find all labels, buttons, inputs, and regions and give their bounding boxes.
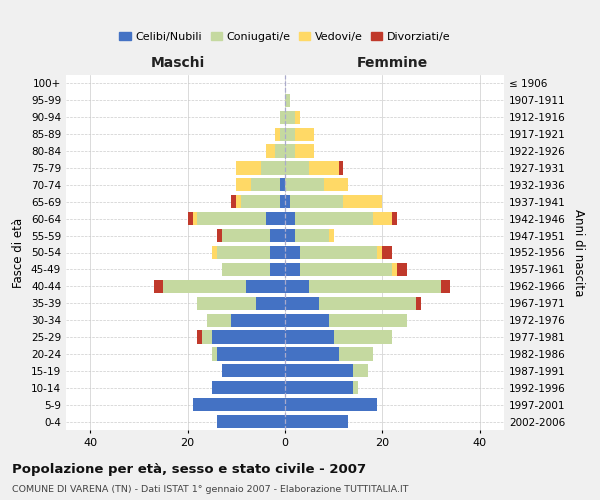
- Bar: [207, 314, 232, 326]
- Bar: [285, 348, 338, 360]
- Bar: [285, 110, 295, 124]
- Text: Popolazione per età, sesso e stato civile - 2007: Popolazione per età, sesso e stato civil…: [12, 462, 366, 475]
- Bar: [319, 296, 416, 310]
- Bar: [285, 195, 290, 208]
- Bar: [256, 296, 285, 310]
- Bar: [285, 246, 299, 259]
- Bar: [373, 212, 392, 226]
- Bar: [285, 330, 334, 344]
- Bar: [236, 162, 260, 174]
- Bar: [212, 381, 285, 394]
- Legend: Celibi/Nubili, Coniugati/e, Vedovi/e, Divorziati/e: Celibi/Nubili, Coniugati/e, Vedovi/e, Di…: [115, 28, 455, 46]
- Bar: [299, 246, 377, 259]
- Bar: [416, 296, 421, 310]
- Bar: [280, 128, 285, 141]
- Bar: [260, 162, 285, 174]
- Bar: [246, 280, 285, 293]
- Bar: [222, 364, 285, 378]
- Bar: [285, 229, 295, 242]
- Bar: [232, 195, 236, 208]
- Bar: [377, 246, 382, 259]
- Bar: [280, 195, 285, 208]
- Y-axis label: Anni di nascita: Anni di nascita: [572, 209, 585, 296]
- Bar: [271, 246, 285, 259]
- Bar: [212, 348, 217, 360]
- Bar: [324, 178, 348, 192]
- Text: Maschi: Maschi: [151, 56, 205, 70]
- Bar: [266, 144, 275, 158]
- Bar: [236, 195, 241, 208]
- Bar: [285, 94, 290, 107]
- Bar: [202, 330, 212, 344]
- Bar: [295, 212, 373, 226]
- Y-axis label: Fasce di età: Fasce di età: [13, 218, 25, 288]
- Bar: [285, 398, 377, 411]
- Bar: [212, 330, 285, 344]
- Bar: [353, 381, 358, 394]
- Bar: [217, 229, 222, 242]
- Bar: [217, 348, 285, 360]
- Bar: [295, 128, 314, 141]
- Bar: [285, 178, 324, 192]
- Bar: [285, 296, 319, 310]
- Bar: [271, 263, 285, 276]
- Bar: [285, 263, 299, 276]
- Bar: [290, 195, 343, 208]
- Bar: [154, 280, 163, 293]
- Bar: [285, 162, 310, 174]
- Bar: [188, 212, 193, 226]
- Bar: [236, 178, 251, 192]
- Bar: [222, 263, 271, 276]
- Bar: [295, 144, 314, 158]
- Bar: [338, 162, 343, 174]
- Bar: [217, 415, 285, 428]
- Bar: [397, 263, 407, 276]
- Bar: [163, 280, 246, 293]
- Bar: [275, 128, 280, 141]
- Bar: [275, 144, 285, 158]
- Bar: [251, 178, 280, 192]
- Bar: [285, 280, 310, 293]
- Bar: [232, 314, 285, 326]
- Bar: [353, 364, 368, 378]
- Bar: [271, 229, 285, 242]
- Bar: [329, 314, 407, 326]
- Bar: [197, 212, 266, 226]
- Bar: [280, 178, 285, 192]
- Bar: [295, 110, 299, 124]
- Bar: [329, 229, 334, 242]
- Bar: [222, 229, 271, 242]
- Bar: [382, 246, 392, 259]
- Bar: [197, 296, 256, 310]
- Bar: [285, 381, 353, 394]
- Bar: [343, 195, 382, 208]
- Bar: [338, 348, 373, 360]
- Bar: [280, 110, 285, 124]
- Bar: [310, 280, 441, 293]
- Bar: [285, 314, 329, 326]
- Text: Femmine: Femmine: [356, 56, 428, 70]
- Bar: [212, 246, 217, 259]
- Bar: [285, 144, 295, 158]
- Bar: [197, 330, 202, 344]
- Bar: [295, 229, 329, 242]
- Bar: [285, 128, 295, 141]
- Bar: [310, 162, 338, 174]
- Bar: [285, 212, 295, 226]
- Bar: [392, 212, 397, 226]
- Bar: [266, 212, 285, 226]
- Bar: [241, 195, 280, 208]
- Bar: [193, 212, 197, 226]
- Bar: [441, 280, 451, 293]
- Bar: [193, 398, 285, 411]
- Bar: [392, 263, 397, 276]
- Bar: [217, 246, 271, 259]
- Bar: [285, 364, 353, 378]
- Bar: [299, 263, 392, 276]
- Bar: [285, 415, 348, 428]
- Bar: [334, 330, 392, 344]
- Text: COMUNE DI VARENA (TN) - Dati ISTAT 1° gennaio 2007 - Elaborazione TUTTITALIA.IT: COMUNE DI VARENA (TN) - Dati ISTAT 1° ge…: [12, 485, 409, 494]
